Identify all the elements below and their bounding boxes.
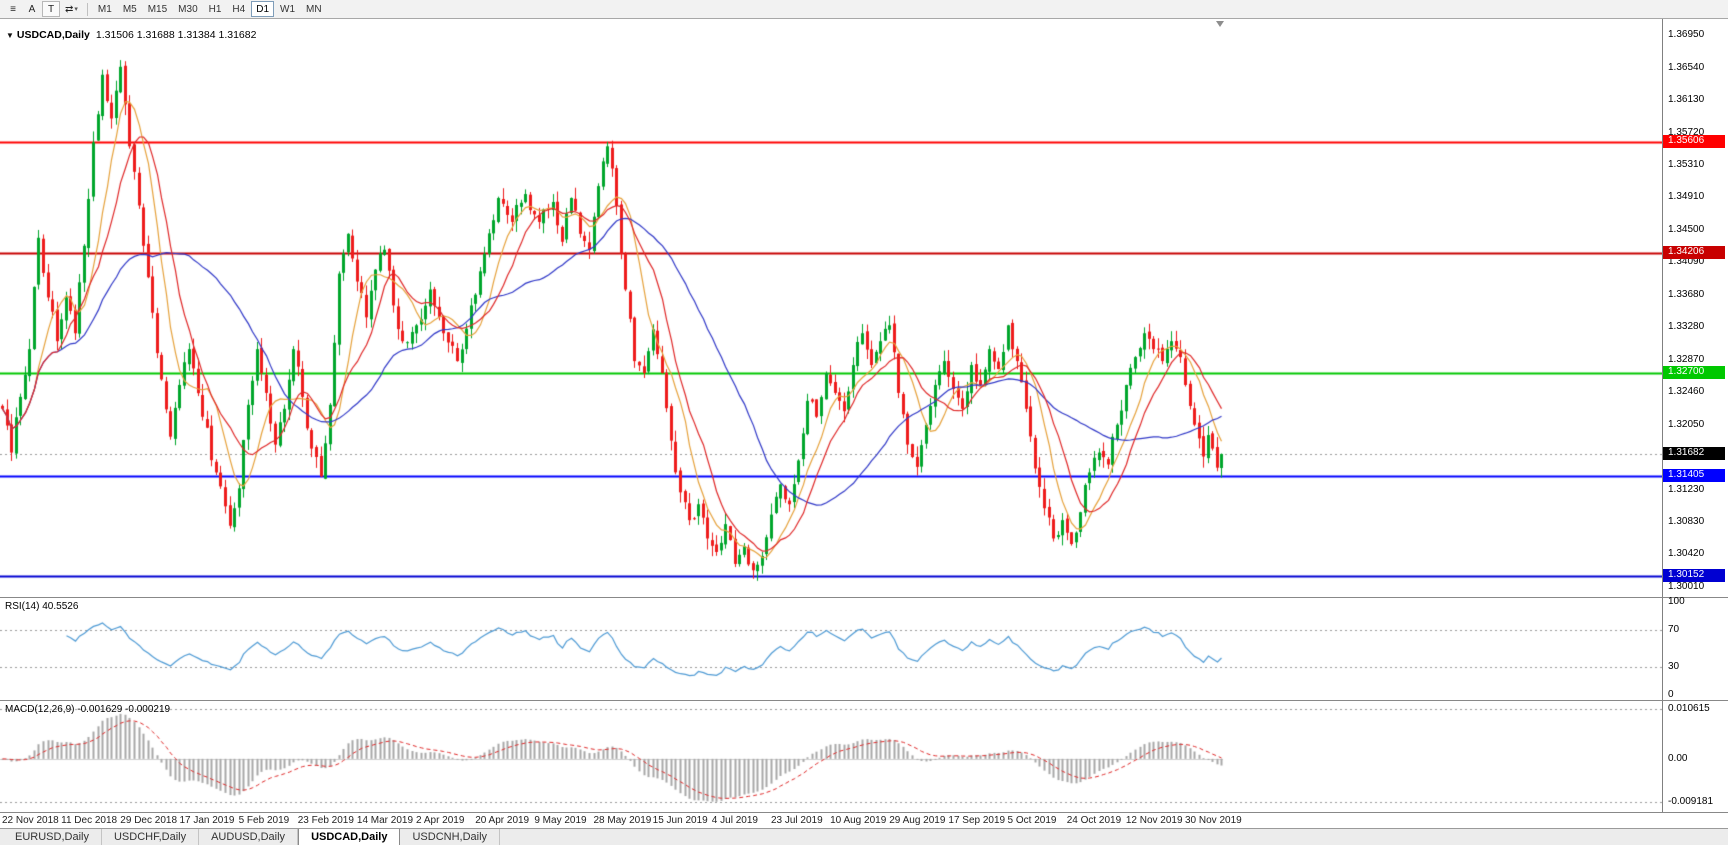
axis-tick-label: -0.009181 [1668,796,1714,807]
rsi-label: RSI(14) 40.5526 [5,601,79,612]
time-tick-label: 23 Jul 2019 [770,815,823,826]
axis-tick-label: 1.30830 [1668,515,1705,527]
axis-tick-label: 1.34500 [1668,223,1705,235]
timeframe-button-mn[interactable]: MN [301,1,327,17]
axis-tick-label: 1.32870 [1668,353,1705,365]
time-tick-label: 22 Nov 2018 [2,815,59,826]
time-tick-label: 29 Aug 2019 [889,815,946,826]
rsi-panel: RSI(14) 40.5526 100 70 30 0 [0,597,1728,700]
time-tick-label: 5 Oct 2019 [1007,815,1057,826]
chart-tab-audusd[interactable]: AUDUSD,Daily [199,829,299,845]
timeframe-button-d1[interactable]: D1 [251,1,275,17]
macd-canvas[interactable] [0,701,1662,812]
axis-tick-label: 1.36130 [1668,94,1705,106]
axis-tick-label: 1.36950 [1668,28,1705,40]
time-tick-label: 20 Apr 2019 [475,815,530,826]
time-tick-label: 12 Nov 2019 [1125,815,1183,826]
time-tick-label: 17 Sep 2019 [948,815,1006,826]
time-tick-label: 11 Dec 2018 [61,815,118,826]
time-tick-label: 4 Jul 2019 [711,815,758,826]
time-tick-label: 28 May 2019 [593,815,652,826]
macd-label: MACD(12,26,9) -0.001629 -0.000219 [5,704,171,715]
time-tick-label: 30 Nov 2019 [1185,815,1242,826]
time-tick-label: 2 Apr 2019 [416,815,465,826]
axis-tick-label: 1.30420 [1668,548,1705,560]
toolbar-separator [86,2,88,16]
letter-a-tool-button[interactable]: A [23,1,41,17]
axis-tick-label: 0.010615 [1668,703,1710,714]
chart-shift-marker[interactable] [1216,21,1224,27]
price-axis[interactable]: 1.36950 1.36540 1.36130 1.35720 1.35310 1.349… [1662,19,1728,597]
time-tick-label: 29 Dec 2018 [120,815,178,826]
main-chart-panel: ▼ USDCAD,Daily 1.31506 1.31688 1.31384 1.3… [0,19,1728,597]
timeframe-button-m1[interactable]: M1 [93,1,117,17]
axis-tick-label: 1.34910 [1668,191,1705,203]
time-tick-label: 17 Jan 2019 [179,815,235,826]
collapse-arrow-icon[interactable]: ▼ [6,31,14,40]
dropdown-caret-icon: ▾ [74,6,78,13]
rsi-canvas[interactable] [0,598,1662,700]
timeframe-button-w1[interactable]: W1 [275,1,300,17]
chart-tab-usdchf[interactable]: USDCHF,Daily [102,829,200,845]
level-price-badge: 1.32700 [1663,366,1725,380]
macd-axis[interactable]: 0.010615 0.00 -0.009181 [1662,701,1728,812]
chart-title: ▼ USDCAD,Daily 1.31506 1.31688 1.31384 1.3… [6,29,256,41]
axis-tick-label: 1.35310 [1668,159,1705,171]
ohlc-values: 1.31506 1.31688 1.31384 1.31682 [95,29,257,41]
timeframe-button-m30[interactable]: M30 [173,1,202,17]
axis-tick-label: 0.00 [1668,752,1688,764]
axis-tick-label: 1.32050 [1668,418,1705,430]
level-price-badge: 1.31405 [1663,469,1725,483]
axis-tick-label: 1.32460 [1668,386,1705,398]
time-tick-label: 23 Feb 2019 [297,815,354,826]
time-tick-label: 5 Feb 2019 [238,815,290,826]
axis-tick-label: 1.34090 [1668,256,1705,268]
rsi-axis[interactable]: 100 70 30 0 [1662,596,1728,700]
level-price-badge: 1.30152 [1663,568,1725,582]
timeframe-button-h4[interactable]: H4 [227,1,250,17]
level-price-badge: 1.34206 [1663,246,1725,260]
axis-tick-label: 0 [1668,689,1674,700]
time-tick-label: 9 May 2019 [534,815,587,826]
time-tick-label: 10 Aug 2019 [830,815,887,826]
swap-arrows-icon: ⇄ [65,3,74,15]
timeframe-button-h1[interactable]: H1 [204,1,227,17]
text-tool-button[interactable]: T [42,1,60,17]
top-toolbar: ≡ A T ⇄ ▾ M1 M5 M15 M30 H1 H4 D1 W1 MN [0,0,1728,19]
axis-tick-label: 1.31230 [1668,483,1705,495]
axis-tick-label: 1.33280 [1668,320,1705,332]
timeframe-button-m15[interactable]: M15 [143,1,172,17]
axis-tick-label: 1.30010 [1668,580,1705,592]
chart-tab-eurusd[interactable]: EURUSD,Daily [3,829,102,845]
axis-tick-label: 70 [1668,623,1680,635]
cycle-symbols-icon[interactable]: ⇄ ▾ [61,1,82,17]
axis-tick-label: 100 [1668,596,1685,607]
main-chart-canvas[interactable] [0,19,1662,597]
axis-tick-label: 1.33680 [1668,289,1705,301]
chart-tab-bar: EURUSD,Daily USDCHF,Daily AUDUSD,Daily USDC… [0,828,1728,845]
time-tick-label: 24 Oct 2019 [1066,815,1122,826]
axis-tick-label: 30 [1668,661,1680,673]
timeframe-group: M1 M5 M15 M30 H1 H4 D1 W1 MN [93,1,327,17]
axis-tick-label: 1.35720 [1668,126,1705,138]
charts-menu-icon[interactable]: ≡ [4,1,22,17]
time-tick-label: 15 Jun 2019 [652,815,708,826]
symbol-label: USDCAD,Daily [16,29,90,41]
current-price-badge: 1.31682 [1663,446,1725,460]
macd-panel: MACD(12,26,9) -0.001629 -0.000219 0.0106… [0,700,1728,812]
chart-tab-usdcnh[interactable]: USDCNH,Daily [400,829,501,845]
chart-tab-usdcad[interactable]: USDCAD,Daily [298,829,401,845]
timeframe-button-m5[interactable]: M5 [118,1,142,17]
time-tick-label: 14 Mar 2019 [356,815,414,826]
time-axis[interactable]: 22 Nov 2018 11 Dec 2018 29 Dec 2018 17 Jan … [0,812,1728,828]
axis-tick-label: 1.36540 [1668,61,1705,73]
level-price-badge: 1.35606 [1663,134,1725,148]
